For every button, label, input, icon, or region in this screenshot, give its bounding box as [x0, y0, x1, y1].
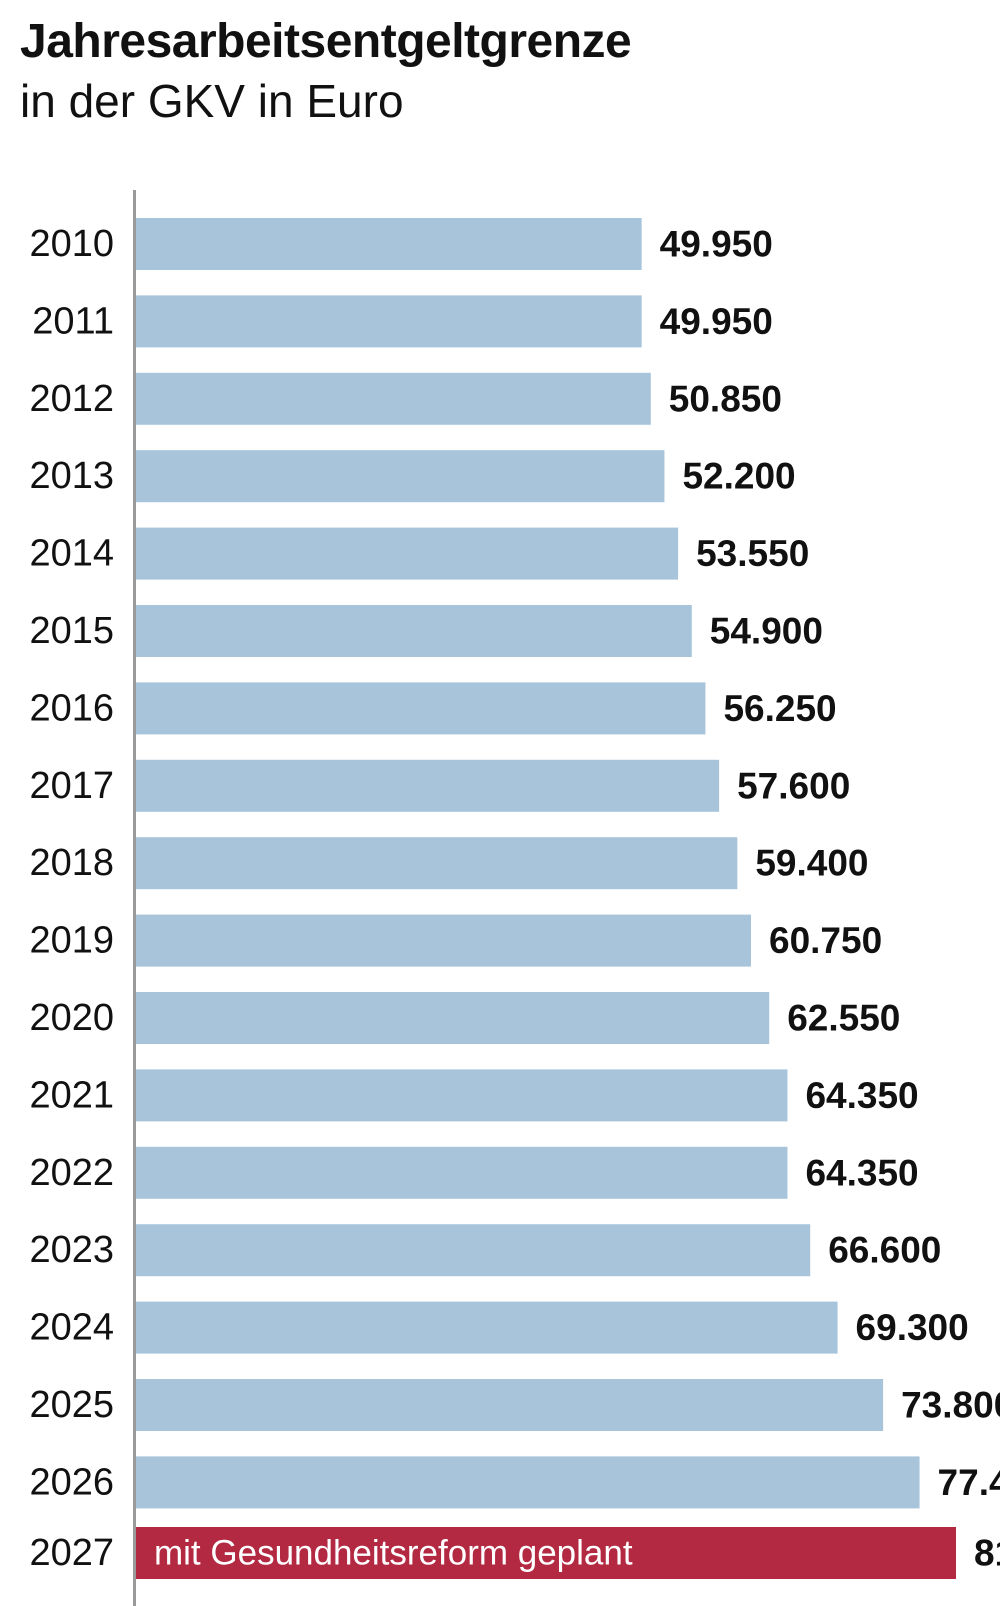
- bars-group: 2010 49.950 2011 49.950 2012 50.850 2013 52.200…: [29, 218, 1000, 1579]
- bar-2022: [136, 1146, 788, 1199]
- data-label: 49.950: [660, 224, 773, 265]
- bar-2012: [136, 372, 651, 425]
- data-label: 54.900: [710, 611, 823, 652]
- bar-2011: [136, 295, 642, 348]
- highlight-bar-label: mit Gesundheitsreform geplant: [154, 1534, 633, 1573]
- bar-2018: [136, 837, 738, 890]
- y-tick-label: 2023: [29, 1229, 114, 1271]
- y-tick-label: 2024: [29, 1307, 114, 1349]
- bar-2027: [136, 1527, 956, 1579]
- y-tick-label: 2022: [29, 1152, 114, 1194]
- chart-subtitle: in der GKV in Euro: [20, 75, 404, 127]
- data-label: 81.000: [974, 1533, 1000, 1574]
- data-label: 49.950: [660, 301, 773, 342]
- data-label: 59.400: [755, 843, 868, 884]
- y-tick-label: 2020: [29, 997, 114, 1039]
- bar-2026: [136, 1456, 920, 1509]
- bar-2016: [136, 682, 706, 735]
- bar-2017: [136, 759, 720, 812]
- bar-2024: [136, 1301, 838, 1354]
- y-tick-label: 2011: [32, 300, 114, 342]
- bar-2013: [136, 450, 665, 503]
- data-label: 73.800: [901, 1385, 1000, 1426]
- y-tick-label: 2010: [29, 223, 114, 265]
- data-label: 77.400: [938, 1462, 1000, 1503]
- y-tick-label: 2025: [29, 1384, 114, 1426]
- data-label: 57.600: [737, 765, 850, 806]
- y-tick-label: 2019: [29, 920, 114, 962]
- y-tick-label: 2027: [29, 1532, 114, 1574]
- y-tick-label: 2012: [29, 378, 114, 420]
- y-tick-label: 2014: [29, 533, 114, 575]
- y-tick-label: 2013: [29, 455, 114, 497]
- data-label: 64.350: [805, 1075, 918, 1116]
- data-label: 62.550: [787, 998, 900, 1039]
- data-label: 64.350: [805, 1152, 918, 1193]
- data-label: 69.300: [856, 1307, 969, 1348]
- bar-2010: [136, 218, 642, 270]
- data-label: 60.750: [769, 920, 882, 961]
- bar-2023: [136, 1224, 811, 1277]
- y-tick-label: 2016: [29, 687, 114, 729]
- y-tick-label: 2018: [29, 842, 114, 884]
- bar-2021: [136, 1069, 788, 1122]
- data-label: 56.250: [723, 688, 836, 729]
- y-tick-label: 2015: [29, 610, 114, 652]
- bar-2019: [136, 914, 751, 967]
- data-label: 52.200: [682, 456, 795, 497]
- chart-title: Jahresarbeitsentgeltgrenze: [20, 15, 632, 68]
- data-label: 50.850: [669, 378, 782, 419]
- data-label: 66.600: [828, 1230, 941, 1271]
- y-tick-label: 2026: [29, 1461, 114, 1503]
- bar-2014: [136, 527, 679, 580]
- bar-2020: [136, 992, 770, 1044]
- bar-2015: [136, 605, 692, 657]
- bar-2025: [136, 1379, 884, 1431]
- y-tick-label: 2017: [29, 765, 114, 807]
- y-tick-label: 2021: [29, 1074, 114, 1116]
- data-label: 53.550: [696, 533, 809, 574]
